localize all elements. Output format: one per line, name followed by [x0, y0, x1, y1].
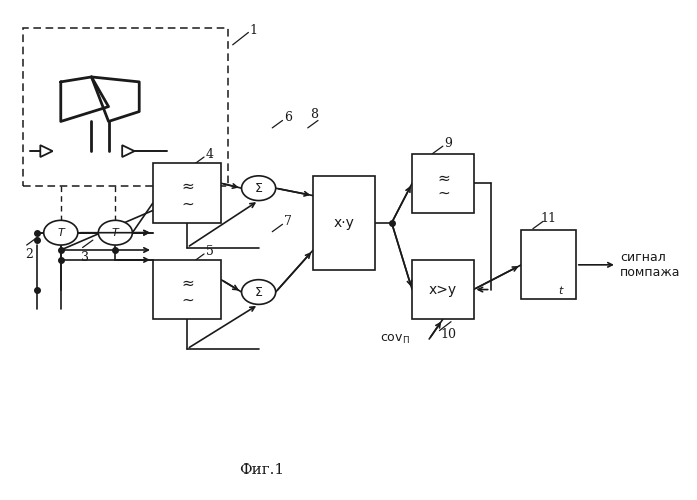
Text: 11: 11: [541, 212, 557, 226]
Text: 3: 3: [81, 251, 89, 264]
Text: 6: 6: [284, 112, 292, 124]
Circle shape: [98, 220, 132, 245]
Bar: [412, 154, 473, 213]
Text: $\approx$: $\approx$: [179, 274, 195, 289]
Text: Фиг.1: Фиг.1: [240, 463, 284, 477]
Text: 10: 10: [441, 328, 457, 340]
Circle shape: [242, 280, 276, 304]
Text: 2: 2: [25, 248, 33, 262]
Text: Σ: Σ: [254, 182, 263, 194]
Text: 9: 9: [445, 137, 452, 150]
Bar: [521, 230, 576, 300]
Text: T: T: [112, 228, 118, 237]
Text: cov$_{\Pi}$: cov$_{\Pi}$: [380, 332, 410, 345]
Circle shape: [242, 176, 276, 201]
Text: $\sim$: $\sim$: [435, 184, 451, 200]
Text: x>y: x>y: [429, 282, 457, 296]
Text: $\approx$: $\approx$: [435, 170, 451, 185]
Text: 5: 5: [206, 245, 213, 258]
Text: 7: 7: [284, 216, 292, 228]
Text: $\approx$: $\approx$: [179, 178, 195, 193]
Bar: [313, 176, 374, 270]
Text: $\sim$: $\sim$: [179, 196, 195, 210]
Circle shape: [44, 220, 78, 245]
Bar: [153, 260, 221, 319]
Text: t: t: [558, 286, 562, 296]
Text: x·y: x·y: [333, 216, 354, 230]
Bar: [153, 164, 221, 223]
Text: Σ: Σ: [254, 286, 263, 298]
Bar: [412, 260, 473, 319]
Text: 1: 1: [249, 24, 257, 38]
Bar: [23, 28, 228, 186]
Text: 8: 8: [311, 108, 319, 121]
Text: T: T: [57, 228, 64, 237]
Text: 4: 4: [206, 148, 213, 161]
Text: сигнал
помпажа: сигнал помпажа: [620, 251, 681, 279]
Text: $\sim$: $\sim$: [179, 292, 195, 307]
